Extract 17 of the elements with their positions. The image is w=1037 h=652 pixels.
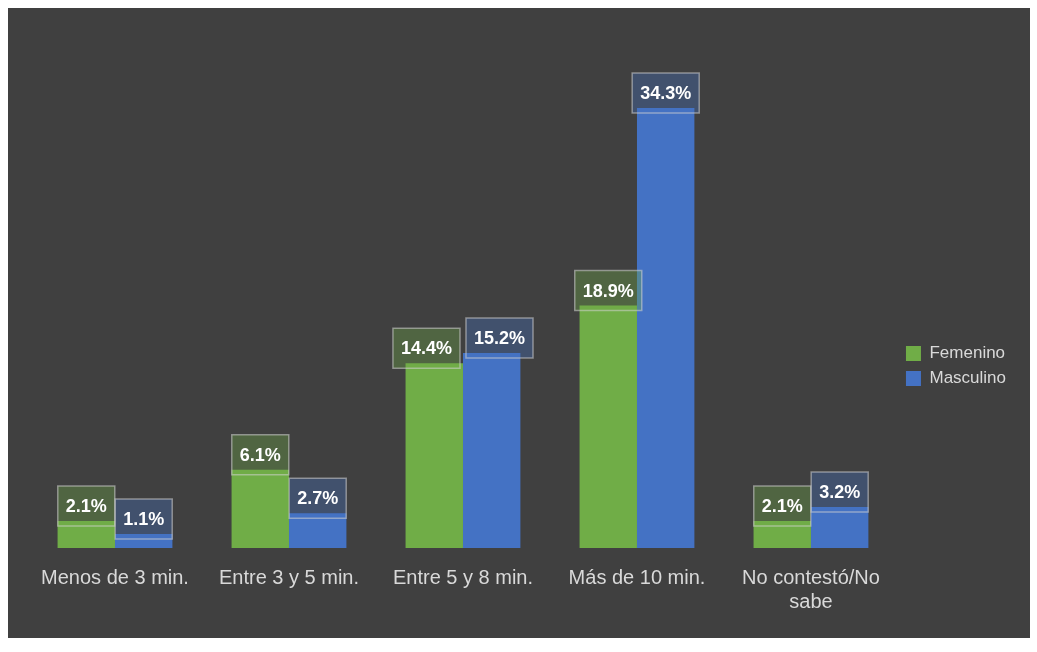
data-label: 2.7% — [297, 488, 339, 509]
data-label: 1.1% — [123, 508, 165, 529]
data-label: 34.3% — [640, 82, 692, 103]
data-label: 15.2% — [473, 327, 526, 348]
data-label: 18.9% — [582, 280, 634, 301]
legend-label: Masculino — [929, 368, 1007, 388]
data-label: 6.1% — [239, 444, 281, 465]
x-tick-label: Más de 10 min. — [568, 565, 706, 588]
x-tick-label: Entre 3 y 5 min. — [218, 565, 360, 588]
legend-label: Femenino — [929, 343, 1006, 363]
x-tick-label: No contestó/No sabe — [742, 565, 880, 612]
data-label: 2.1% — [65, 496, 107, 517]
data-label: 3.2% — [819, 481, 861, 502]
data-label: 14.4% — [400, 338, 452, 359]
x-tick-label: Menos de 3 min. — [41, 565, 189, 588]
data-label: 2.1% — [761, 496, 803, 517]
x-tick-label: Entre 5 y 8 min. — [392, 565, 534, 588]
